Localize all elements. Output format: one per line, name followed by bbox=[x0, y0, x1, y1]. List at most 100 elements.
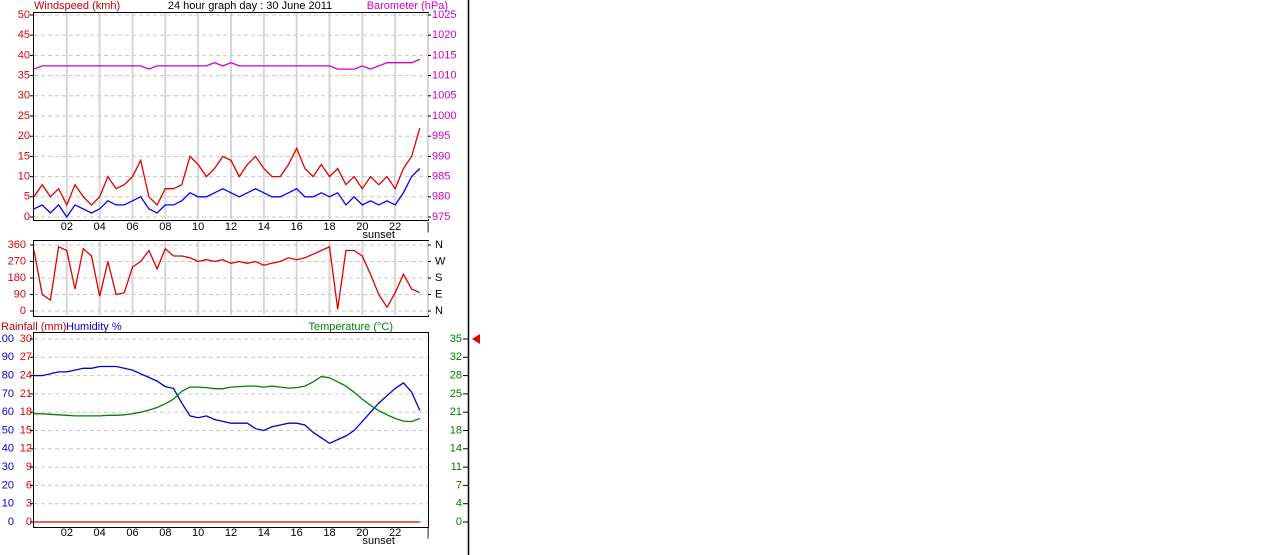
temperature-marker bbox=[472, 334, 480, 344]
series-line bbox=[34, 365, 421, 445]
y3-tick-label: 40 bbox=[2, 443, 14, 455]
y2-tick-label: 35 bbox=[450, 333, 462, 345]
x-tick-label: 10 bbox=[192, 527, 204, 539]
y-tick-label: 270 bbox=[8, 255, 26, 267]
y-tick-label: 180 bbox=[8, 272, 26, 284]
x-tick-label: 06 bbox=[126, 221, 138, 233]
y2-tick-label: N bbox=[435, 305, 443, 317]
y-tick-label: 10 bbox=[18, 171, 30, 183]
y2-tick-label: 1015 bbox=[432, 49, 456, 61]
y3-tick-label: 100 bbox=[0, 333, 14, 345]
x-tick-label: 12 bbox=[225, 527, 237, 539]
x-tick-label: 16 bbox=[291, 221, 303, 233]
y3-tick-label: 50 bbox=[2, 424, 14, 436]
y2-tick-label: W bbox=[435, 255, 446, 267]
series-line bbox=[34, 375, 421, 423]
rainfall-label: Rainfall (mm) bbox=[1, 321, 66, 333]
y-tick-label: 0 bbox=[24, 211, 30, 223]
y2-tick-label: 1010 bbox=[432, 70, 456, 82]
y3-tick-label: 0 bbox=[8, 516, 14, 528]
y2-tick-label: 1020 bbox=[432, 29, 456, 41]
y2-tick-label: 980 bbox=[432, 191, 450, 203]
x-tick-label: | bbox=[427, 527, 430, 539]
y-tick-label: 90 bbox=[14, 288, 26, 300]
y2-tick-label: 0 bbox=[456, 516, 462, 528]
y-tick-label: 27 bbox=[20, 351, 32, 363]
y-tick-label: 0 bbox=[20, 305, 26, 317]
x-tick-label: 04 bbox=[94, 221, 106, 233]
y2-tick-label: 25 bbox=[450, 388, 462, 400]
x-tick-label: 10 bbox=[192, 221, 204, 233]
y3-tick-label: 90 bbox=[2, 351, 14, 363]
y3-tick-label: 10 bbox=[2, 498, 14, 510]
y2-tick-label: 11 bbox=[451, 461, 462, 473]
y2-tick-label: 1025 bbox=[432, 9, 456, 21]
y-tick-label: 15 bbox=[20, 424, 32, 436]
x-tick-label: 12 bbox=[225, 221, 237, 233]
x-tick-label: 04 bbox=[94, 527, 106, 539]
sunset-annotation: sunset bbox=[363, 229, 395, 241]
chart-title: 24 hour graph day : 30 June 2011 bbox=[168, 0, 332, 12]
y3-tick-label: 20 bbox=[2, 479, 14, 491]
sunset-annotation: sunset bbox=[363, 535, 395, 547]
x-tick-label: 02 bbox=[61, 221, 73, 233]
y2-tick-label: E bbox=[435, 288, 442, 300]
y3-tick-label: 30 bbox=[2, 461, 14, 473]
x-tick-label: 20 bbox=[356, 527, 368, 539]
x-tick-label: 14 bbox=[258, 527, 270, 539]
y-tick-label: 40 bbox=[18, 49, 30, 61]
x-tick-label: 18 bbox=[323, 527, 335, 539]
y2-tick-label: 1000 bbox=[432, 110, 456, 122]
x-tick-label: 16 bbox=[291, 527, 303, 539]
barometer-label: Barometer (hPa) bbox=[367, 0, 448, 12]
y3-tick-label: 60 bbox=[2, 406, 14, 418]
y-tick-label: 21 bbox=[20, 388, 32, 400]
humidity-label: Humidity % bbox=[66, 321, 122, 333]
y-tick-label: 24 bbox=[20, 370, 32, 382]
y-tick-label: 18 bbox=[20, 406, 32, 418]
y2-tick-label: S bbox=[435, 272, 442, 284]
y-tick-label: 9 bbox=[26, 461, 32, 473]
y2-tick-label: 985 bbox=[432, 171, 450, 183]
windspeed-label: Windspeed (kmh) bbox=[34, 0, 120, 12]
series-line bbox=[33, 58, 421, 70]
x-tick-label: 22 bbox=[389, 221, 401, 233]
x-tick-label: 02 bbox=[61, 527, 73, 539]
y-tick-label: 20 bbox=[18, 130, 30, 142]
y2-tick-label: 995 bbox=[432, 130, 450, 142]
y-tick-label: 12 bbox=[20, 443, 32, 455]
y2-tick-label: 7 bbox=[456, 479, 462, 491]
y3-tick-label: 80 bbox=[2, 370, 14, 382]
y-tick-label: 50 bbox=[18, 9, 30, 21]
x-tick-label: 22 bbox=[389, 527, 401, 539]
y-tick-label: 15 bbox=[18, 150, 30, 162]
y2-tick-label: 4 bbox=[456, 498, 462, 510]
y2-tick-label: 21 bbox=[450, 406, 462, 418]
y3-tick-label: 70 bbox=[2, 388, 14, 400]
y-tick-label: 30 bbox=[20, 333, 32, 345]
y-tick-label: 35 bbox=[18, 70, 30, 82]
y-tick-label: 0 bbox=[26, 516, 32, 528]
series-line bbox=[33, 168, 421, 219]
temperature-label: Temperature (°C) bbox=[309, 321, 393, 333]
y-tick-label: 45 bbox=[18, 29, 30, 41]
series-line bbox=[33, 245, 421, 310]
x-tick-label: 08 bbox=[159, 221, 171, 233]
y2-tick-label: 14 bbox=[450, 443, 462, 455]
y-tick-label: 25 bbox=[18, 110, 30, 122]
y2-tick-label: N bbox=[435, 239, 443, 251]
y-tick-label: 3 bbox=[26, 498, 32, 510]
x-tick-label: 06 bbox=[126, 527, 138, 539]
x-tick-label: | bbox=[427, 221, 430, 233]
y2-tick-label: 28 bbox=[450, 370, 462, 382]
y-tick-label: 5 bbox=[24, 191, 30, 203]
y2-tick-label: 32 bbox=[450, 351, 462, 363]
y2-tick-label: 975 bbox=[432, 211, 450, 223]
y2-tick-label: 18 bbox=[450, 424, 462, 436]
y-tick-label: 360 bbox=[8, 239, 26, 251]
y2-tick-label: 1005 bbox=[432, 90, 456, 102]
x-tick-label: 08 bbox=[159, 527, 171, 539]
x-tick-label: 14 bbox=[258, 221, 270, 233]
y-tick-label: 6 bbox=[26, 479, 32, 491]
